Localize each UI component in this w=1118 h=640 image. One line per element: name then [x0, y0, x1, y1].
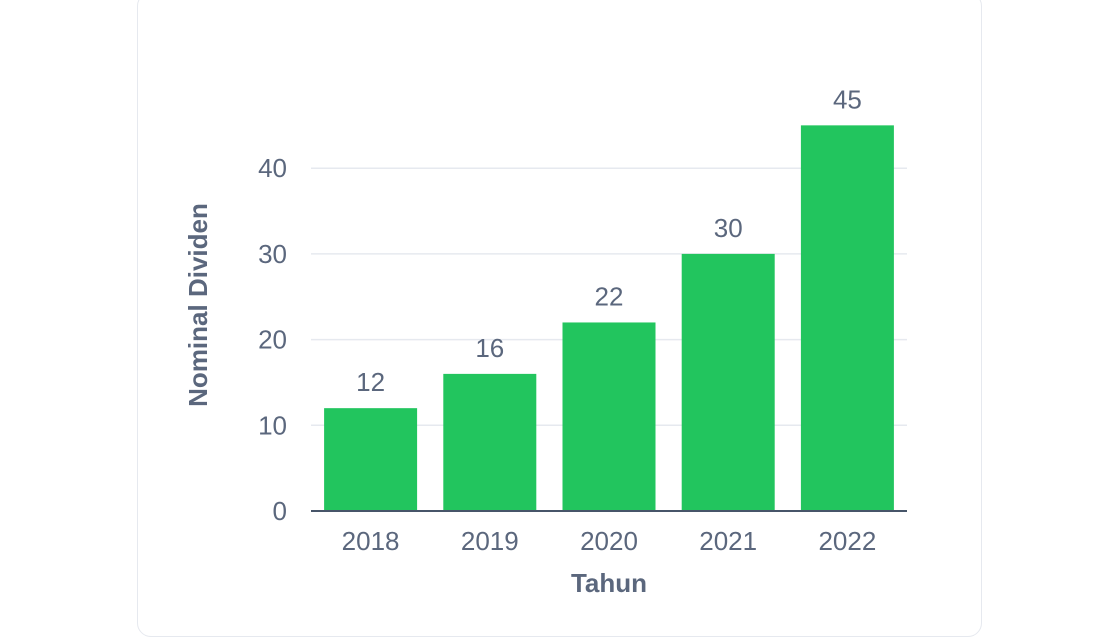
- data-label: 45: [833, 84, 862, 114]
- data-labels: 12 16 22 30 45: [356, 84, 862, 397]
- bar-2022: [800, 125, 894, 511]
- data-label: 16: [475, 333, 504, 363]
- bar-2019: [443, 373, 537, 511]
- bar-2021: [681, 253, 775, 511]
- bar-2018: [324, 408, 418, 511]
- x-axis-title: Tahun: [571, 568, 647, 598]
- x-tick-label: 2019: [461, 526, 519, 556]
- y-tick-labels: 0 10 20 30 40: [258, 153, 287, 526]
- x-tick-label: 2022: [818, 526, 876, 556]
- y-tick-label: 10: [258, 410, 287, 440]
- x-tick-label: 2018: [342, 526, 400, 556]
- x-tick-label: 2020: [580, 526, 638, 556]
- bars: [324, 125, 894, 511]
- y-tick-label: 30: [258, 239, 287, 269]
- bar-2020: [562, 322, 656, 511]
- y-tick-label: 20: [258, 325, 287, 355]
- x-tick-labels: 2018 2019 2020 2021 2022: [342, 526, 877, 556]
- y-axis-title: Nominal Dividen: [183, 203, 213, 407]
- data-label: 22: [595, 281, 624, 311]
- y-tick-label: 0: [273, 496, 287, 526]
- data-label: 12: [356, 367, 385, 397]
- y-tick-label: 40: [258, 153, 287, 183]
- x-tick-label: 2021: [699, 526, 757, 556]
- data-label: 30: [714, 213, 743, 243]
